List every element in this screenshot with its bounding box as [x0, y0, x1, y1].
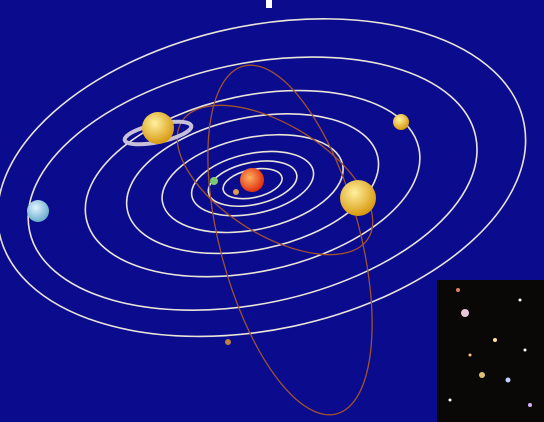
top-mark [266, 0, 272, 8]
planet [225, 339, 231, 345]
galaxy [479, 372, 485, 378]
star [518, 298, 522, 302]
jupiter [340, 180, 376, 216]
planet [210, 177, 218, 185]
planet [393, 114, 409, 130]
galaxy [528, 403, 532, 407]
orbit [27, 56, 478, 312]
galaxy [461, 309, 469, 317]
saturn [142, 112, 174, 144]
star [523, 348, 527, 352]
orbit [0, 18, 527, 338]
galaxy [505, 377, 511, 383]
deep-field-inset [437, 280, 544, 422]
orbit [84, 89, 421, 278]
galaxy [456, 288, 460, 292]
orbit [125, 112, 380, 255]
galaxy [493, 338, 497, 342]
star [448, 398, 452, 402]
orbits [0, 18, 527, 338]
comet-orbit [207, 64, 373, 416]
inset-background [437, 280, 544, 422]
uranus [27, 200, 49, 222]
planet [233, 189, 239, 195]
star [468, 353, 472, 357]
sun [240, 168, 264, 192]
orbit [207, 160, 298, 207]
orbit [190, 150, 315, 217]
